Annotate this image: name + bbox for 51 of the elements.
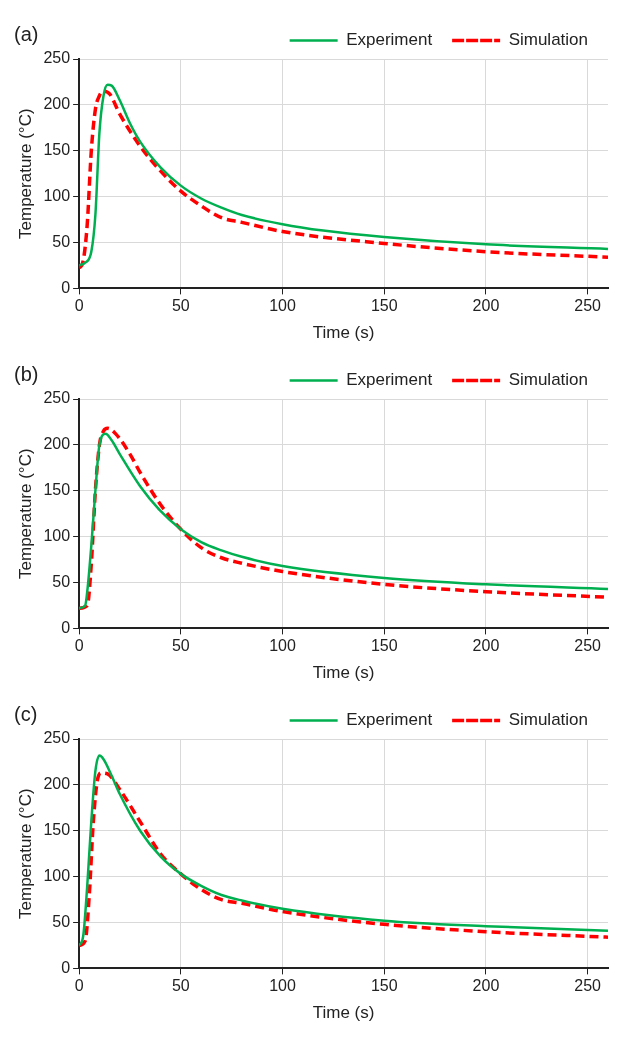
x-tick-label: 100 [269, 637, 296, 655]
y-axis-title: Temperature (°C) [15, 448, 35, 579]
x-tick-label: 200 [472, 637, 500, 655]
legend-label: Experiment [346, 710, 433, 730]
y-tick-label: 250 [43, 49, 71, 67]
y-tick-label: 100 [43, 867, 71, 885]
y-tick-label: 200 [43, 95, 71, 113]
x-tick-label: 250 [574, 637, 602, 655]
y-tick-label: 0 [61, 958, 71, 976]
x-axis-title: Time (s) [312, 323, 375, 343]
y-tick-label: 50 [52, 912, 71, 930]
y-axis-title: Temperature (°C) [15, 788, 35, 919]
y-tick-label: 50 [52, 572, 71, 590]
chart-title: (a) [14, 23, 39, 46]
y-tick-label: 50 [52, 232, 71, 250]
legend-label: Simulation [508, 30, 588, 50]
legend-label: Simulation [508, 710, 588, 730]
y-tick-label: 200 [43, 435, 71, 453]
x-tick-label: 150 [370, 637, 398, 655]
y-tick-label: 100 [43, 187, 71, 205]
legend-label: Simulation [508, 370, 588, 390]
x-tick-label: 100 [269, 977, 296, 995]
chart-title: (b) [14, 363, 39, 386]
x-tick-label: 50 [171, 637, 190, 655]
x-tick-label: 0 [74, 977, 84, 995]
y-tick-label: 250 [43, 729, 71, 747]
x-axis-title: Time (s) [312, 1003, 375, 1023]
x-tick-label: 150 [370, 297, 398, 315]
x-tick-label: 100 [269, 297, 296, 315]
x-axis-title: Time (s) [312, 663, 375, 683]
y-tick-label: 0 [61, 618, 71, 636]
chart-title: (c) [14, 703, 38, 726]
x-tick-label: 50 [171, 297, 190, 315]
x-tick-label: 0 [74, 637, 84, 655]
y-tick-label: 150 [43, 141, 71, 159]
x-tick-label: 250 [574, 297, 602, 315]
x-tick-label: 150 [370, 977, 398, 995]
legend-label: Experiment [346, 30, 433, 50]
y-tick-label: 0 [61, 278, 71, 296]
y-tick-label: 100 [43, 527, 71, 545]
legend-label: Experiment [346, 370, 433, 390]
y-tick-label: 150 [43, 481, 71, 499]
x-tick-label: 50 [171, 977, 190, 995]
y-tick-label: 250 [43, 389, 71, 407]
y-tick-label: 200 [43, 775, 71, 793]
y-tick-label: 150 [43, 821, 71, 839]
x-tick-label: 200 [472, 977, 500, 995]
x-tick-label: 0 [74, 297, 84, 315]
y-axis-title: Temperature (°C) [15, 108, 35, 239]
x-tick-label: 200 [472, 297, 500, 315]
x-tick-label: 250 [574, 977, 602, 995]
